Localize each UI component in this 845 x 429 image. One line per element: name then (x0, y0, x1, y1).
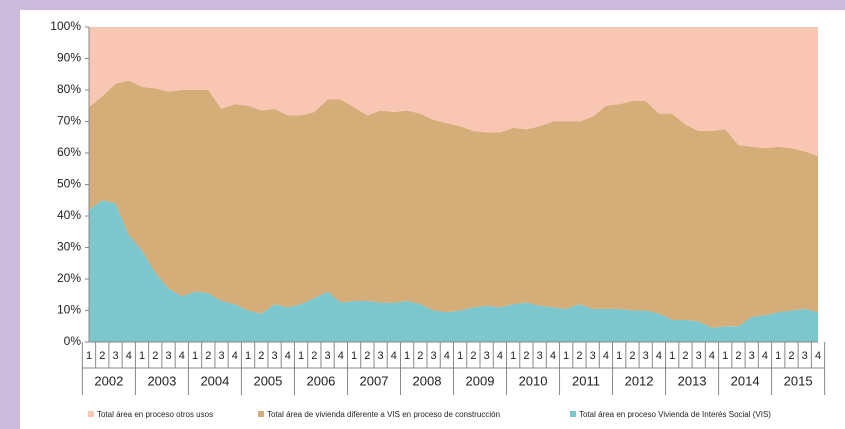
x-tick-label: 4 (179, 350, 185, 362)
x-tick-label: 2 (629, 350, 635, 362)
x-tick-label: 1 (775, 350, 781, 362)
x-tick-label: 4 (391, 350, 397, 362)
year-label: 2013 (678, 373, 707, 388)
x-tick-label: 4 (656, 350, 662, 362)
x-tick-label: 2 (576, 350, 582, 362)
x-tick-label: 3 (802, 350, 808, 362)
x-tick-label: 4 (550, 350, 556, 362)
y-tick-label: 20% (57, 271, 81, 285)
x-tick-label: 3 (378, 350, 384, 362)
year-label: 2009 (466, 373, 495, 388)
x-tick-label: 2 (364, 350, 370, 362)
y-tick-label: 90% (57, 51, 81, 65)
x-tick-label: 1 (669, 350, 675, 362)
year-label: 2015 (784, 373, 813, 388)
x-tick-label: 4 (815, 350, 821, 362)
area (89, 80, 818, 328)
x-tick-label: 2 (788, 350, 794, 362)
x-tick-label: 4 (285, 350, 291, 362)
x-tick-label: 3 (537, 350, 543, 362)
x-tick-label: 3 (749, 350, 755, 362)
year-label: 2011 (572, 373, 600, 388)
x-tick-label: 4 (709, 350, 715, 362)
x-tick-label: 1 (298, 350, 304, 362)
x-tick-label: 3 (112, 350, 118, 362)
area (89, 200, 818, 342)
x-tick-label: 3 (484, 350, 490, 362)
x-tick-label: 1 (722, 350, 728, 362)
year-label: 2007 (360, 373, 389, 388)
x-tick-label: 3 (272, 350, 278, 362)
legend-label: Total área en proceso Vivienda de Interé… (579, 410, 771, 419)
x-tick-label: 2 (735, 350, 741, 362)
area (89, 27, 818, 157)
year-label: 2014 (731, 373, 760, 388)
x-tick-label: 2 (523, 350, 529, 362)
year-label: 2012 (625, 373, 654, 388)
x-tick-label: 3 (590, 350, 596, 362)
x-tick-label: 2 (258, 350, 264, 362)
y-tick-label: 40% (57, 208, 81, 222)
y-tick-label: 60% (57, 145, 81, 159)
x-tick-label: 1 (245, 350, 251, 362)
x-tick-label: 2 (99, 350, 105, 362)
y-tick-label: 0% (64, 334, 82, 348)
x-tick-label: 2 (152, 350, 158, 362)
x-tick-label: 3 (218, 350, 224, 362)
x-tick-label: 4 (603, 350, 609, 362)
x-tick-label: 3 (431, 350, 437, 362)
x-tick-label: 1 (139, 350, 145, 362)
x-tick-label: 1 (351, 350, 357, 362)
x-tick-label: 3 (696, 350, 702, 362)
year-label: 2006 (306, 373, 335, 388)
legend-swatch (258, 411, 264, 417)
y-tick-label: 50% (57, 177, 81, 191)
year-label: 2003 (147, 373, 176, 388)
x-tick-label: 4 (762, 350, 768, 362)
x-tick-label: 4 (497, 350, 503, 362)
x-tick-label: 2 (470, 350, 476, 362)
y-tick-label: 10% (57, 303, 81, 317)
x-tick-label: 1 (404, 350, 410, 362)
y-tick-label: 70% (57, 114, 81, 128)
y-tick-label: 80% (57, 82, 81, 96)
x-tick-label: 4 (444, 350, 450, 362)
year-label: 2004 (200, 373, 229, 388)
y-tick-label: 100% (50, 19, 81, 33)
x-tick-label: 4 (232, 350, 238, 362)
year-label: 2010 (519, 373, 548, 388)
x-tick-label: 2 (205, 350, 211, 362)
x-tick-label: 1 (510, 350, 516, 362)
legend-label: Total área en proceso otros usos (97, 410, 213, 419)
x-tick-label: 3 (325, 350, 331, 362)
x-tick-label: 4 (126, 350, 132, 362)
legend-swatch (570, 411, 576, 417)
x-tick-label: 1 (616, 350, 622, 362)
x-tick-label: 2 (417, 350, 423, 362)
x-tick-label: 2 (311, 350, 317, 362)
legend-label: Total área de vivienda diferente a VIS e… (267, 410, 500, 419)
x-tick-label: 1 (86, 350, 92, 362)
x-tick-label: 1 (192, 350, 198, 362)
x-tick-label: 1 (563, 350, 569, 362)
year-label: 2008 (413, 373, 442, 388)
x-tick-label: 4 (338, 350, 344, 362)
year-label: 2005 (253, 373, 282, 388)
x-tick-label: 1 (457, 350, 463, 362)
y-tick-label: 30% (57, 240, 81, 254)
year-label: 2002 (94, 373, 123, 388)
x-tick-label: 3 (165, 350, 171, 362)
legend-swatch (88, 411, 94, 417)
x-tick-label: 2 (682, 350, 688, 362)
x-tick-label: 3 (643, 350, 649, 362)
